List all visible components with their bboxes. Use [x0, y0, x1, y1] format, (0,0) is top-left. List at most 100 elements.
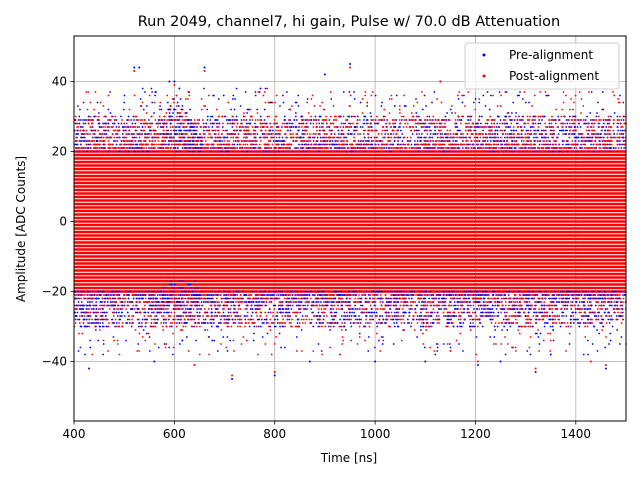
data-point — [339, 136, 342, 139]
data-point — [497, 140, 500, 142]
data-point — [392, 129, 395, 132]
data-point — [302, 119, 305, 121]
data-point — [470, 126, 473, 128]
data-point — [201, 119, 204, 121]
data-point — [345, 136, 348, 139]
data-point — [286, 136, 288, 139]
data-point — [590, 147, 593, 149]
data-point — [77, 119, 80, 121]
data-point — [521, 150, 524, 153]
data-point — [142, 140, 145, 142]
data-point — [541, 119, 543, 121]
data-point — [236, 143, 239, 146]
data-point — [239, 150, 242, 153]
data-point — [283, 143, 286, 146]
data-point — [101, 150, 104, 153]
data-point — [567, 143, 570, 146]
data-point — [377, 294, 379, 296]
data-point — [477, 143, 480, 146]
data-point — [96, 150, 99, 153]
data-point — [206, 143, 209, 146]
data-point — [465, 136, 468, 139]
data-point — [617, 129, 620, 132]
data-point — [280, 150, 283, 153]
data-point — [517, 136, 520, 139]
data-point — [233, 147, 236, 149]
data-point — [367, 133, 370, 135]
data-point — [447, 119, 450, 121]
data-point — [79, 129, 82, 132]
data-point — [113, 136, 116, 139]
data-point — [558, 315, 561, 317]
data-point — [612, 119, 615, 121]
data-point — [489, 136, 492, 139]
data-point — [523, 126, 526, 128]
data-point — [272, 140, 275, 142]
data-point — [280, 126, 283, 128]
data-point — [524, 294, 527, 296]
data-point — [622, 143, 625, 146]
data-point — [436, 136, 439, 139]
data-point — [374, 136, 377, 139]
data-point — [325, 122, 328, 125]
data-point — [145, 122, 148, 125]
data-point — [153, 318, 156, 321]
data-point — [300, 143, 303, 146]
data-point — [461, 143, 463, 146]
data-point — [342, 136, 345, 139]
data-point — [87, 115, 90, 118]
data-point — [333, 115, 336, 118]
data-point — [154, 147, 156, 149]
data-point — [140, 122, 142, 125]
data-point — [343, 311, 346, 314]
data-point — [434, 119, 437, 121]
data-point — [412, 147, 415, 149]
data-point — [520, 126, 523, 128]
data-point — [605, 126, 608, 128]
data-point — [350, 143, 352, 146]
data-point — [254, 147, 257, 149]
data-point — [439, 143, 442, 146]
data-point — [496, 129, 499, 132]
data-point — [357, 150, 359, 153]
data-point — [593, 122, 596, 125]
data-point — [107, 136, 110, 139]
data-point — [233, 122, 236, 125]
data-point — [233, 129, 236, 132]
data-point — [319, 133, 321, 135]
data-point — [602, 122, 605, 125]
data-point — [221, 140, 224, 142]
data-point — [616, 126, 619, 128]
data-point — [226, 136, 228, 139]
data-point — [169, 126, 172, 128]
data-point — [416, 115, 418, 118]
data-point — [480, 147, 483, 149]
data-point — [593, 140, 596, 142]
data-point — [270, 147, 273, 149]
data-point — [432, 143, 435, 146]
data-point — [241, 140, 244, 142]
data-point — [356, 119, 359, 121]
data-point — [512, 126, 515, 128]
data-point — [527, 150, 530, 153]
data-point — [620, 147, 623, 149]
data-point — [159, 143, 162, 146]
data-point — [501, 129, 503, 132]
data-point — [263, 122, 266, 125]
data-point — [93, 147, 96, 149]
data-point — [394, 119, 397, 121]
data-point — [622, 119, 625, 121]
data-point — [312, 122, 315, 125]
data-point — [217, 126, 220, 128]
data-point — [135, 119, 138, 121]
data-point — [328, 119, 331, 121]
data-point — [322, 143, 325, 146]
data-point — [619, 150, 621, 153]
data-point — [82, 140, 85, 142]
data-point — [355, 129, 358, 132]
data-point — [452, 133, 455, 135]
data-point — [165, 143, 167, 146]
data-point — [346, 133, 349, 135]
data-point — [515, 140, 518, 142]
data-point — [78, 122, 81, 125]
